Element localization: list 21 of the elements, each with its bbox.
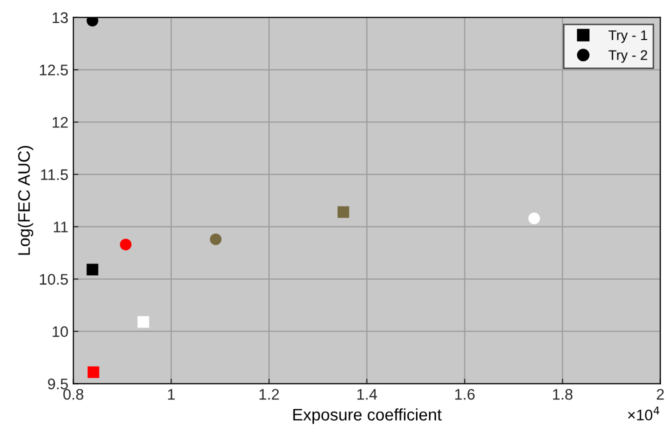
x-tick-label: 1.6 (455, 388, 475, 400)
y-tick-label: 12.5 (40, 64, 68, 76)
x-tick-label: 1.8 (553, 388, 572, 400)
x-axis-title: Exposure coefficient (293, 408, 442, 424)
x-tick-label: 2 (656, 388, 664, 400)
x-tick-label: 0.8 (63, 388, 84, 400)
y-tick-label: 9.5 (48, 378, 68, 390)
point (86, 264, 98, 276)
y-tick-label: 13 (52, 12, 68, 24)
x-tick-label: 1 (168, 389, 175, 400)
text: ×10$^{4}$ (628, 406, 660, 420)
y-tick-label: 12 (52, 116, 68, 128)
y-tick-label: 10.5 (40, 274, 68, 285)
y-axis-title: Log(FEC AUC) (18, 146, 34, 255)
legend-label: Try - 2 (608, 50, 648, 63)
y-tick-label: 11.5 (41, 169, 68, 180)
legend-label: Try - 1 (608, 30, 648, 43)
y-tick-label: 10 (52, 326, 68, 338)
x-tick-label: 1.4 (357, 389, 378, 400)
x-tick-label: 1.2 (260, 388, 279, 400)
y-tick-label: 11 (54, 222, 68, 232)
